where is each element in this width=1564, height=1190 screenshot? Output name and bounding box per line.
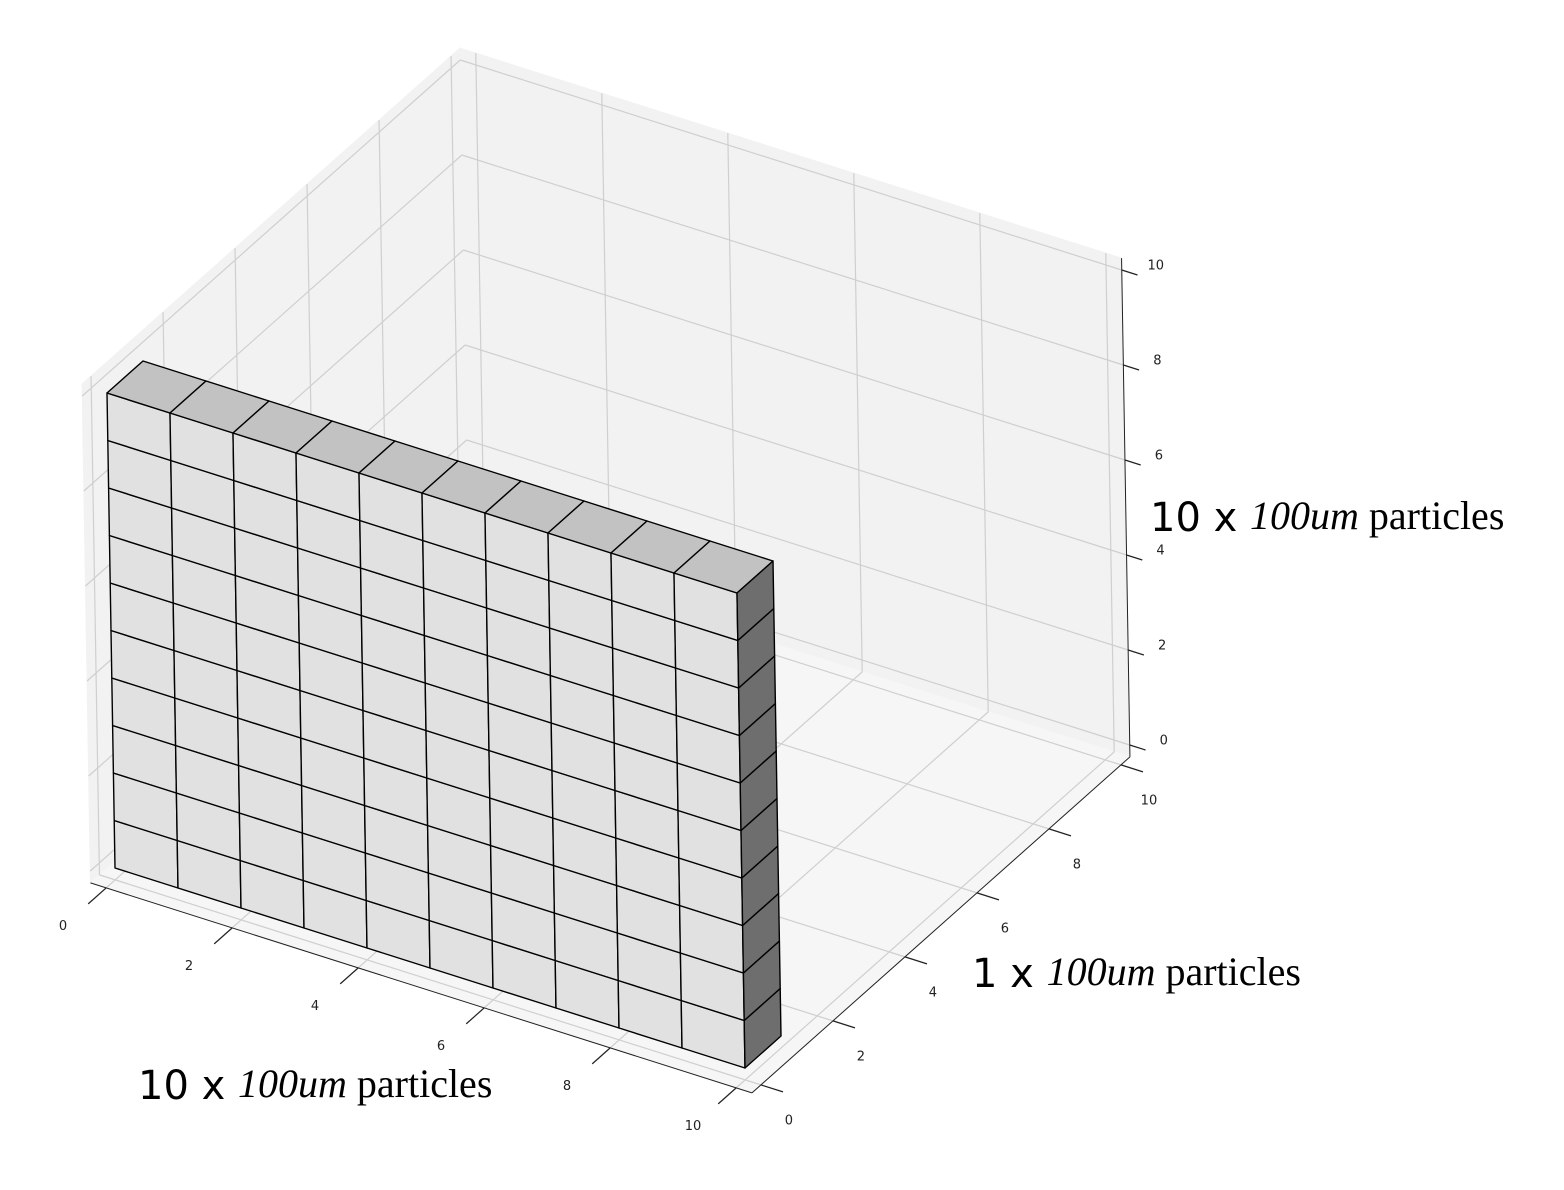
tick-mark <box>1129 744 1146 751</box>
x-axis-line <box>90 882 753 1094</box>
z-tick-label: 10 <box>1147 259 1164 274</box>
tick-mark <box>1048 828 1072 837</box>
x-tick-label: 10 <box>685 1119 702 1134</box>
label-part: 10 x <box>1150 495 1250 541</box>
z-tick-label: 6 <box>1155 449 1163 464</box>
y-tick-label: 10 <box>1141 793 1158 808</box>
label-part: 100um <box>238 1061 347 1106</box>
label-part: 10 x <box>138 1063 238 1109</box>
z-tick-label: 0 <box>1160 734 1168 749</box>
z-tick-label: 8 <box>1153 354 1161 369</box>
grid-line <box>460 59 1122 271</box>
grid-line <box>464 344 1127 556</box>
grid-line <box>853 173 863 672</box>
tick-mark <box>339 967 359 985</box>
tick-mark <box>1121 269 1138 276</box>
axes: 0 2 4 6 8 10 0 2 4 6 8 10 0 2 4 6 8 10 <box>59 258 1168 1134</box>
grid-line <box>466 439 1129 651</box>
y-tick-label: 8 <box>1073 857 1081 872</box>
y-axis-line <box>751 756 1131 1094</box>
tick-mark <box>976 892 1000 901</box>
tick-mark <box>591 1047 611 1065</box>
label-part: particles <box>347 1061 493 1106</box>
label-part: particles <box>1155 949 1301 994</box>
tick-mark <box>1126 554 1143 561</box>
x-tick-label: 0 <box>59 919 67 934</box>
y-tick-label: 2 <box>857 1049 865 1064</box>
tick-mark <box>904 956 928 965</box>
y-tick-label: 4 <box>929 985 937 1000</box>
tick-mark <box>87 887 107 905</box>
grid-line <box>735 751 1115 1089</box>
grid-line <box>99 874 762 1086</box>
grid-line <box>461 154 1124 366</box>
grid-line <box>90 376 101 875</box>
tick-mark <box>760 1084 784 1093</box>
z-axis-line <box>1121 258 1131 757</box>
x-tick-label: 6 <box>437 1039 445 1054</box>
z-tick-label: 2 <box>1158 639 1166 654</box>
x-axis-label: 10 x 100um particles <box>138 1061 492 1109</box>
y-tick-label: 0 <box>785 1113 793 1128</box>
tick-mark <box>465 1007 485 1025</box>
x-tick-label: 2 <box>185 959 193 974</box>
tick-mark <box>1127 649 1145 656</box>
label-part: 100um <box>1250 493 1359 538</box>
voxel-side-face <box>736 560 775 642</box>
tick-mark <box>717 1087 737 1105</box>
z-axis-label: 10 x 100um particles <box>1150 493 1504 541</box>
grid-line <box>81 59 461 397</box>
label-part: particles <box>1359 493 1505 538</box>
tick-mark <box>832 1020 856 1029</box>
x-tick-label: 8 <box>563 1079 571 1094</box>
label-part: 100um <box>1047 949 1156 994</box>
tick-mark <box>213 927 233 945</box>
grid-line <box>463 249 1126 461</box>
z-tick-label: 4 <box>1156 544 1164 559</box>
tick-mark <box>1123 364 1140 371</box>
grid-line <box>1105 253 1115 752</box>
label-part: 1 x <box>972 951 1047 997</box>
x-tick-label: 4 <box>311 999 319 1014</box>
y-axis-label: 1 x 100um particles <box>972 949 1301 997</box>
tick-mark <box>1124 459 1141 466</box>
tick-mark <box>1120 764 1144 773</box>
voxel-block <box>106 360 782 1069</box>
grid-line <box>979 213 989 712</box>
y-tick-label: 6 <box>1001 921 1009 936</box>
